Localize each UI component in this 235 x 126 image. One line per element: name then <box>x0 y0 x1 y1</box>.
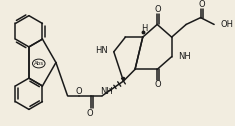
Text: O: O <box>155 5 161 14</box>
Text: O: O <box>155 80 161 88</box>
Text: O: O <box>86 109 93 118</box>
Text: H: H <box>141 24 148 33</box>
Text: NH: NH <box>178 52 191 61</box>
Text: Abs: Abs <box>34 61 44 66</box>
Text: HN: HN <box>95 46 108 55</box>
Text: OH: OH <box>221 20 234 29</box>
Text: O: O <box>76 87 82 96</box>
Text: O: O <box>198 0 205 9</box>
Text: NH: NH <box>100 87 113 96</box>
